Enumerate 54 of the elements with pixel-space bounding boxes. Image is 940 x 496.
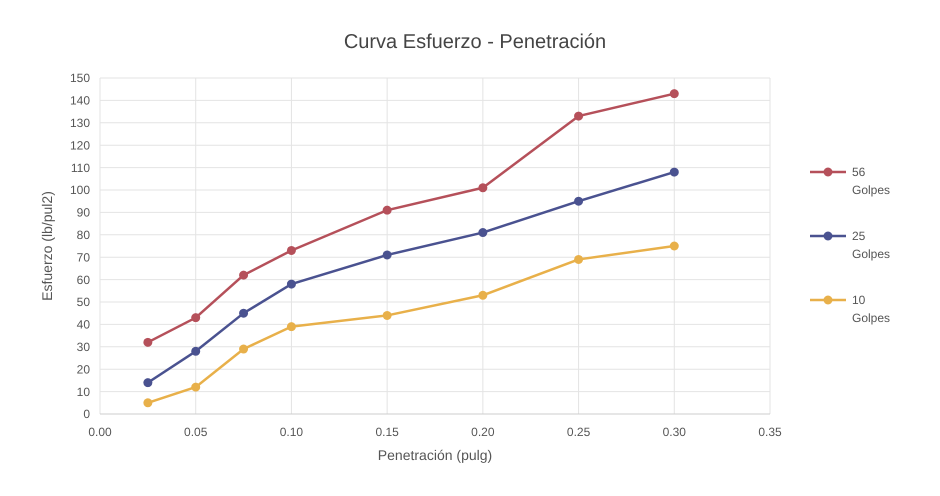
point [382, 250, 392, 260]
point [670, 242, 679, 250]
point [574, 112, 584, 121]
y-tick-label: 40 [76, 318, 90, 332]
y-tick-label: 30 [76, 340, 90, 354]
legend-label: 56 Golpes [852, 165, 890, 198]
x-tick-label: 0.20 [471, 425, 495, 439]
point [191, 346, 200, 356]
point [670, 89, 679, 98]
point [478, 228, 488, 238]
x-tick-label: 0.05 [184, 425, 208, 439]
y-tick-label: 80 [76, 228, 90, 242]
point [239, 308, 248, 318]
x-tick-label: 0.10 [280, 425, 304, 439]
point [574, 254, 584, 264]
x-tick-label: 0.35 [758, 425, 782, 439]
point [191, 313, 200, 322]
point [574, 196, 584, 206]
y-tick-label: 120 [70, 138, 90, 152]
y-tick-label: 50 [76, 295, 90, 310]
point [143, 398, 152, 408]
x-tick-label: 0.15 [375, 425, 400, 439]
x-tick-label: 0.30 [662, 425, 686, 439]
y-tick-label: 0 [83, 407, 90, 422]
point [382, 206, 392, 215]
x-tick-label: 0.25 [566, 425, 591, 439]
point [478, 183, 488, 192]
x-axis-title: Penetración (pulg) [378, 447, 492, 463]
chart-title: Curva Esfuerzo - Penetración [344, 31, 606, 53]
point [143, 378, 152, 388]
y-tick-label: 140 [70, 94, 90, 108]
point [382, 310, 392, 320]
point [286, 280, 296, 289]
point [670, 168, 679, 177]
y-tick-label: 150 [70, 71, 90, 86]
y-tick-label: 70 [76, 250, 90, 264]
y-tick-label: 10 [76, 384, 90, 399]
point [239, 344, 248, 354]
y-tick-label: 110 [70, 160, 90, 175]
legend-label: 10 Golpes [852, 293, 890, 326]
legend-label: 25 Golpes [852, 229, 890, 262]
y-axis-title: Esfuerzo (lb/pul2) [39, 191, 55, 301]
point [191, 382, 200, 392]
y-tick-label: 100 [70, 183, 90, 198]
point [143, 338, 152, 347]
y-tick-label: 60 [76, 272, 90, 287]
x-tick-label: 0.00 [88, 425, 112, 439]
y-tick-label: 20 [76, 362, 90, 376]
point [286, 322, 296, 332]
y-tick-label: 130 [70, 116, 90, 130]
point [239, 270, 248, 280]
point [286, 246, 296, 255]
point [478, 290, 488, 300]
y-tick-label: 90 [76, 206, 90, 220]
